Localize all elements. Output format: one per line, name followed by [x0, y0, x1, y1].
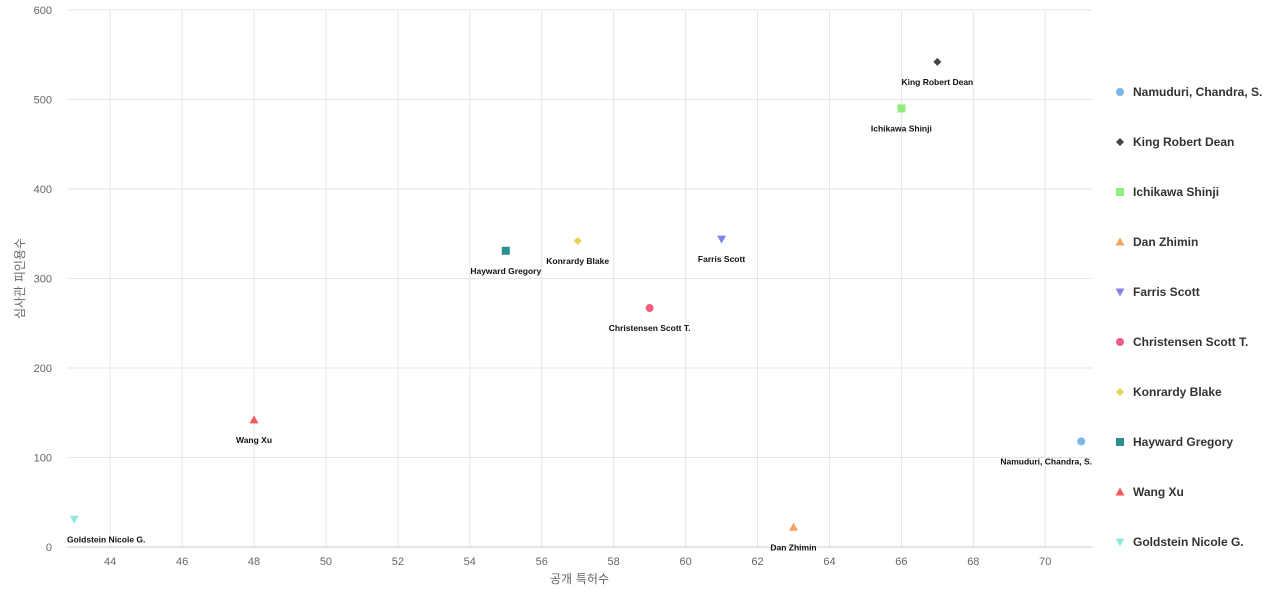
data-point-group[interactable]: Dan Zhimin — [770, 522, 817, 553]
data-point — [69, 515, 79, 524]
legend-item[interactable]: Ichikawa Shinji — [1116, 185, 1219, 199]
data-label: Christensen Scott T. — [609, 323, 691, 333]
x-tick-label: 60 — [679, 556, 691, 568]
legend-label: Dan Zhimin — [1133, 235, 1198, 249]
data-point-group[interactable]: King Robert Dean — [901, 57, 973, 87]
y-tick-label: 100 — [34, 453, 52, 465]
data-point — [1077, 437, 1086, 446]
legend-item[interactable]: Konrardy Blake — [1116, 385, 1222, 399]
y-axis: 0 100 200 300 400 500 600 — [34, 5, 52, 554]
x-tick-label: 46 — [176, 556, 188, 568]
data-label: Ichikawa Shinji — [871, 123, 932, 133]
x-tick-label: 54 — [464, 556, 476, 568]
legend-symbol — [1116, 188, 1124, 196]
x-tick-label: 66 — [895, 556, 907, 568]
data-points: Namuduri, Chandra, S. King Robert Dean Ich… — [67, 57, 1092, 553]
data-point — [573, 236, 582, 245]
x-tick-label: 64 — [823, 556, 835, 568]
legend-label: Hayward Gregory — [1133, 435, 1233, 449]
data-label: Konrardy Blake — [546, 256, 609, 266]
x-tick-label: 44 — [104, 556, 116, 568]
y-tick-label: 500 — [34, 95, 52, 107]
data-point-group[interactable]: Ichikawa Shinji — [871, 104, 932, 133]
grid-lines — [67, 9, 1092, 548]
legend-item[interactable]: King Robert Dean — [1116, 135, 1234, 149]
x-tick-label: 62 — [751, 556, 763, 568]
x-tick-label: 58 — [608, 556, 620, 568]
data-point — [501, 246, 510, 255]
data-point — [717, 235, 727, 244]
legend-item[interactable]: Dan Zhimin — [1115, 235, 1199, 249]
x-tick-label: 56 — [536, 556, 548, 568]
x-tick-label: 48 — [248, 556, 260, 568]
y-tick-label: 200 — [34, 363, 52, 375]
data-label: King Robert Dean — [901, 77, 973, 87]
legend[interactable]: Namuduri, Chandra, S. King Robert Dean Ich… — [1115, 85, 1263, 549]
legend-label: King Robert Dean — [1133, 135, 1234, 149]
legend-item[interactable]: Namuduri, Chandra, S. — [1116, 85, 1262, 99]
data-point-group[interactable]: Farris Scott — [698, 235, 745, 265]
legend-symbol — [1116, 438, 1124, 446]
x-tick-label: 68 — [967, 556, 979, 568]
y-tick-label: 600 — [34, 5, 52, 17]
legend-label: Ichikawa Shinji — [1133, 185, 1219, 199]
x-axis-title: 공개 특허수 — [550, 572, 609, 586]
data-label: Namuduri, Chandra, S. — [1000, 456, 1092, 466]
legend-label: Namuduri, Chandra, S. — [1133, 85, 1262, 99]
legend-label: Christensen Scott T. — [1133, 335, 1248, 349]
data-point-group[interactable]: Wang Xu — [236, 415, 272, 445]
data-point-group[interactable]: Namuduri, Chandra, S. — [1000, 437, 1092, 466]
legend-symbol — [1115, 288, 1125, 297]
legend-item[interactable]: Farris Scott — [1115, 285, 1200, 299]
legend-symbol — [1115, 237, 1125, 246]
data-label: Dan Zhimin — [770, 542, 816, 552]
data-point — [788, 522, 798, 531]
legend-item[interactable]: Wang Xu — [1115, 485, 1184, 499]
data-point-group[interactable]: Hayward Gregory — [470, 246, 541, 276]
y-axis-title: 심사관 피인용수 — [13, 238, 27, 319]
data-point-group[interactable]: Christensen Scott T. — [609, 304, 691, 333]
legend-symbol — [1116, 338, 1124, 346]
data-point — [897, 104, 906, 113]
data-label: Farris Scott — [698, 254, 745, 264]
data-label: Hayward Gregory — [470, 266, 541, 276]
legend-item[interactable]: Goldstein Nicole G. — [1115, 535, 1244, 549]
legend-item[interactable]: Christensen Scott T. — [1116, 335, 1248, 349]
data-point-group[interactable]: Goldstein Nicole G. — [67, 515, 145, 545]
x-axis: 44 46 48 50 52 54 56 58 60 62 64 66 68 70 — [104, 556, 1051, 568]
legend-symbol — [1116, 138, 1124, 146]
data-point — [249, 415, 259, 424]
y-tick-label: 400 — [34, 184, 52, 196]
y-tick-label: 300 — [34, 274, 52, 286]
legend-symbol — [1115, 487, 1125, 496]
data-label: Wang Xu — [236, 435, 272, 445]
legend-label: Wang Xu — [1133, 485, 1184, 499]
legend-symbol — [1116, 388, 1124, 396]
legend-label: Farris Scott — [1133, 285, 1200, 299]
legend-label: Goldstein Nicole G. — [1133, 535, 1244, 549]
x-tick-label: 52 — [392, 556, 404, 568]
data-point-group[interactable]: Konrardy Blake — [546, 236, 609, 266]
data-point — [645, 304, 654, 313]
data-label: Goldstein Nicole G. — [67, 534, 145, 544]
x-tick-label: 50 — [320, 556, 332, 568]
legend-symbol — [1116, 88, 1124, 96]
legend-symbol — [1115, 538, 1125, 547]
data-point — [933, 57, 942, 66]
y-tick-label: 0 — [46, 542, 52, 554]
legend-item[interactable]: Hayward Gregory — [1116, 435, 1233, 449]
legend-label: Konrardy Blake — [1133, 385, 1222, 399]
x-tick-label: 70 — [1039, 556, 1051, 568]
